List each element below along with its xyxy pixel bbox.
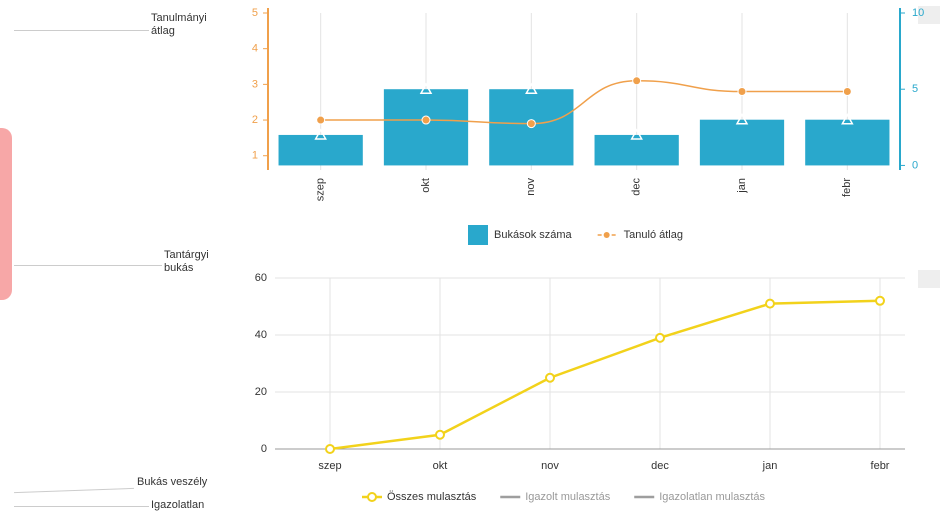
divider [14, 265, 162, 266]
bar [278, 134, 363, 166]
point [737, 87, 747, 96]
y2-tick-label: 5 [912, 83, 918, 95]
point [765, 298, 775, 309]
bar-marker [419, 82, 433, 94]
bar [805, 119, 890, 166]
x-tick-label: febr [871, 460, 890, 472]
y-tick-label: 20 [255, 386, 267, 398]
x-tick-label: dec [631, 178, 643, 196]
point [435, 429, 445, 440]
x-tick-label: febr [841, 178, 853, 197]
bar-marker [841, 113, 854, 125]
side-label: Bukás veszély [137, 476, 208, 488]
alert-bar [0, 128, 12, 300]
point [842, 87, 852, 96]
x-tick-label: nov [525, 178, 537, 196]
point [632, 76, 642, 86]
y-tick-label: 1 [252, 150, 258, 162]
bar-marker [735, 113, 749, 125]
y2-tick-label: 0 [912, 159, 918, 171]
menu-button[interactable] [918, 6, 940, 24]
legend-swatch [603, 232, 610, 238]
side-label: Tantárgyi bukás [164, 249, 209, 274]
menu-button[interactable] [918, 270, 940, 288]
legend-swatch [468, 225, 488, 245]
divider [14, 30, 149, 31]
y2-tick-label: 10 [912, 7, 924, 19]
y-tick-label: 2 [252, 114, 258, 126]
x-tick-label: jan [762, 460, 778, 472]
legend-swatch [367, 492, 377, 502]
point [655, 332, 665, 343]
line [320, 80, 848, 125]
y-tick-label: 4 [252, 43, 258, 55]
bar-marker [525, 82, 538, 94]
legend-label: Bukások száma [494, 229, 573, 241]
x-tick-label: jan [736, 178, 748, 194]
line [329, 299, 881, 451]
point [316, 115, 326, 125]
bar [594, 134, 679, 166]
bar-marker [314, 128, 327, 140]
side-label: Tanulmányi átlag [151, 12, 207, 37]
divider [14, 506, 149, 507]
x-tick-label: szep [315, 178, 327, 201]
x-tick-label: dec [651, 460, 669, 472]
point [545, 372, 555, 383]
x-tick-label: okt [433, 460, 448, 472]
x-tick-label: okt [420, 178, 432, 193]
point [421, 115, 431, 125]
y-tick-label: 0 [261, 443, 267, 455]
point [325, 444, 335, 454]
legend-label[interactable]: Igazolatlan mulasztás [659, 491, 765, 503]
y-tick-label: 60 [255, 272, 267, 284]
x-tick-label: nov [541, 460, 559, 472]
point [526, 119, 536, 129]
bar [699, 119, 785, 166]
y-tick-label: 5 [252, 7, 258, 19]
y-tick-label: 3 [252, 78, 258, 90]
legend-label: Tanuló átlag [624, 229, 683, 241]
x-tick-label: szep [318, 460, 341, 472]
point [875, 295, 885, 306]
legend-label[interactable]: Összes mulasztás [387, 491, 477, 503]
bar-marker [630, 128, 643, 140]
legend-label[interactable]: Igazolt mulasztás [525, 491, 610, 503]
y-tick-label: 40 [255, 329, 267, 341]
bar [383, 89, 469, 166]
